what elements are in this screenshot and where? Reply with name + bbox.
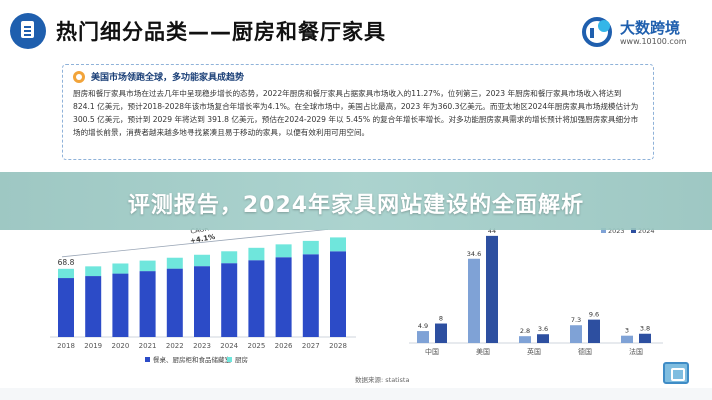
- x-tick-label: 2018: [57, 342, 75, 350]
- x-tick-label: 2021: [139, 342, 157, 350]
- document-icon: [10, 13, 46, 49]
- bar-value-label: 3: [625, 327, 629, 335]
- bar: [519, 336, 531, 343]
- corner-badge-icon[interactable]: [663, 362, 689, 384]
- bar-segment-kitchen: [85, 266, 102, 277]
- bar-segment-main: [166, 268, 183, 337]
- x-tick-label: 英国: [527, 347, 541, 356]
- bar: [621, 335, 633, 343]
- legend-swatch: [227, 357, 232, 362]
- bar-value-label: 7.3: [571, 316, 581, 324]
- bar-segment-kitchen: [275, 244, 292, 258]
- title-banner: 评测报告，2024年家具网站建设的全面解析: [0, 172, 712, 230]
- country-comparison-chart: 4.9 8 中国 34.6 44 美国 2.8 3.6 英国 7.3 9.6 德国 3 3.8 法国 2023…: [409, 227, 663, 356]
- insight-box: 美国市场领跑全球，多功能家具成趋势 厨房和餐厅家具市场在过去几年中呈现稳步增长的…: [62, 64, 654, 160]
- bar: [588, 319, 600, 343]
- cagr-label: CAGR: [190, 228, 210, 236]
- x-tick-label: 2020: [111, 342, 129, 350]
- bar-value-label: 8: [439, 315, 443, 323]
- bar-segment-main: [302, 254, 319, 337]
- x-tick-label: 2019: [84, 342, 102, 350]
- bar-segment-main: [275, 257, 292, 337]
- bar-value-label: 9.6: [589, 311, 599, 319]
- brand-logo[interactable]: 大数跨境 www.10100.com: [580, 14, 700, 54]
- bar: [639, 333, 651, 343]
- x-tick-label: 2022: [166, 342, 184, 350]
- data-label-first: 68.8: [58, 258, 75, 267]
- legend-label: 2023: [608, 227, 625, 235]
- bar-segment-main: [330, 251, 346, 337]
- legend-label: 餐桌、厨房柜和食品储藏室: [153, 355, 232, 364]
- bar-value-label: 4.9: [418, 322, 428, 330]
- bottom-strip: [0, 388, 712, 400]
- bar-value-label: 44: [488, 227, 496, 235]
- bar: [435, 323, 447, 343]
- bar-segment-kitchen: [166, 257, 183, 269]
- banner-title: 评测报告，2024年家具网站建设的全面解析: [127, 193, 585, 218]
- x-tick-label: 2027: [302, 342, 320, 350]
- insight-title: 美国市场领跑全球，多功能家具成趋势: [91, 73, 245, 83]
- legend-label: 2024: [638, 227, 655, 235]
- x-tick-label: 美国: [476, 347, 490, 356]
- bar-value-label: 34.6: [467, 250, 481, 258]
- bar-value-label: 2.8: [520, 327, 530, 335]
- bar-segment-kitchen: [139, 260, 156, 272]
- bar-segment-main: [58, 278, 74, 337]
- brand-name: 大数跨境: [620, 19, 681, 37]
- x-tick-label: 2024: [220, 342, 238, 350]
- x-tick-label: 中国: [425, 347, 439, 356]
- x-tick-label: 2023: [193, 342, 211, 350]
- legend-swatch: [601, 228, 606, 233]
- brand-url: www.10100.com: [620, 37, 687, 46]
- bar-segment-kitchen: [330, 237, 346, 252]
- market-size-chart: 2018 2019 2020 2021 2022 2023 2024 2025 2026 2027…: [50, 228, 356, 364]
- page-title: 热门细分品类——厨房和餐厅家具: [56, 20, 386, 44]
- bar-segment-kitchen: [221, 251, 238, 264]
- bar: [537, 334, 549, 343]
- bar-segment-main: [194, 266, 210, 337]
- bar: [468, 258, 480, 343]
- cagr-trend-line: [61, 229, 329, 258]
- bar-segment-main: [112, 273, 129, 337]
- bar-segment-kitchen: [302, 240, 319, 255]
- bar-segment-main: [248, 260, 265, 337]
- data-source: 数据来源: statista: [355, 376, 410, 384]
- bar-segment-main: [85, 276, 102, 337]
- insight-paragraph: 厨房和餐厅家具市场在过去几年中呈现稳步增长的态势，2022年厨房和餐厅家具占据家…: [73, 89, 639, 137]
- bar: [570, 325, 582, 343]
- bar-segment-kitchen: [194, 254, 210, 267]
- bar: [486, 235, 498, 343]
- bar: [417, 331, 429, 343]
- page-header: 热门细分品类——厨房和餐厅家具 大数跨境 www.10100.com: [0, 0, 712, 62]
- bar-segment-main: [221, 263, 238, 337]
- legend-label: 厨房: [235, 355, 248, 364]
- target-icon: [73, 71, 85, 83]
- legend-swatch: [145, 357, 150, 362]
- x-tick-label: 德国: [578, 347, 592, 356]
- bar-segment-kitchen: [58, 268, 74, 279]
- x-tick-label: 2026: [275, 342, 293, 350]
- bar-segment-kitchen: [248, 247, 265, 261]
- x-tick-label: 2028: [329, 342, 347, 350]
- brand-logo-icon: [582, 17, 612, 47]
- bar-segment-main: [139, 271, 156, 337]
- bar-value-label: 3.6: [538, 325, 548, 333]
- bar-value-label: 3.8: [640, 325, 650, 333]
- legend-swatch: [631, 228, 636, 233]
- bar-segment-kitchen: [112, 263, 129, 274]
- x-tick-label: 法国: [629, 347, 643, 356]
- x-tick-label: 2025: [247, 342, 265, 350]
